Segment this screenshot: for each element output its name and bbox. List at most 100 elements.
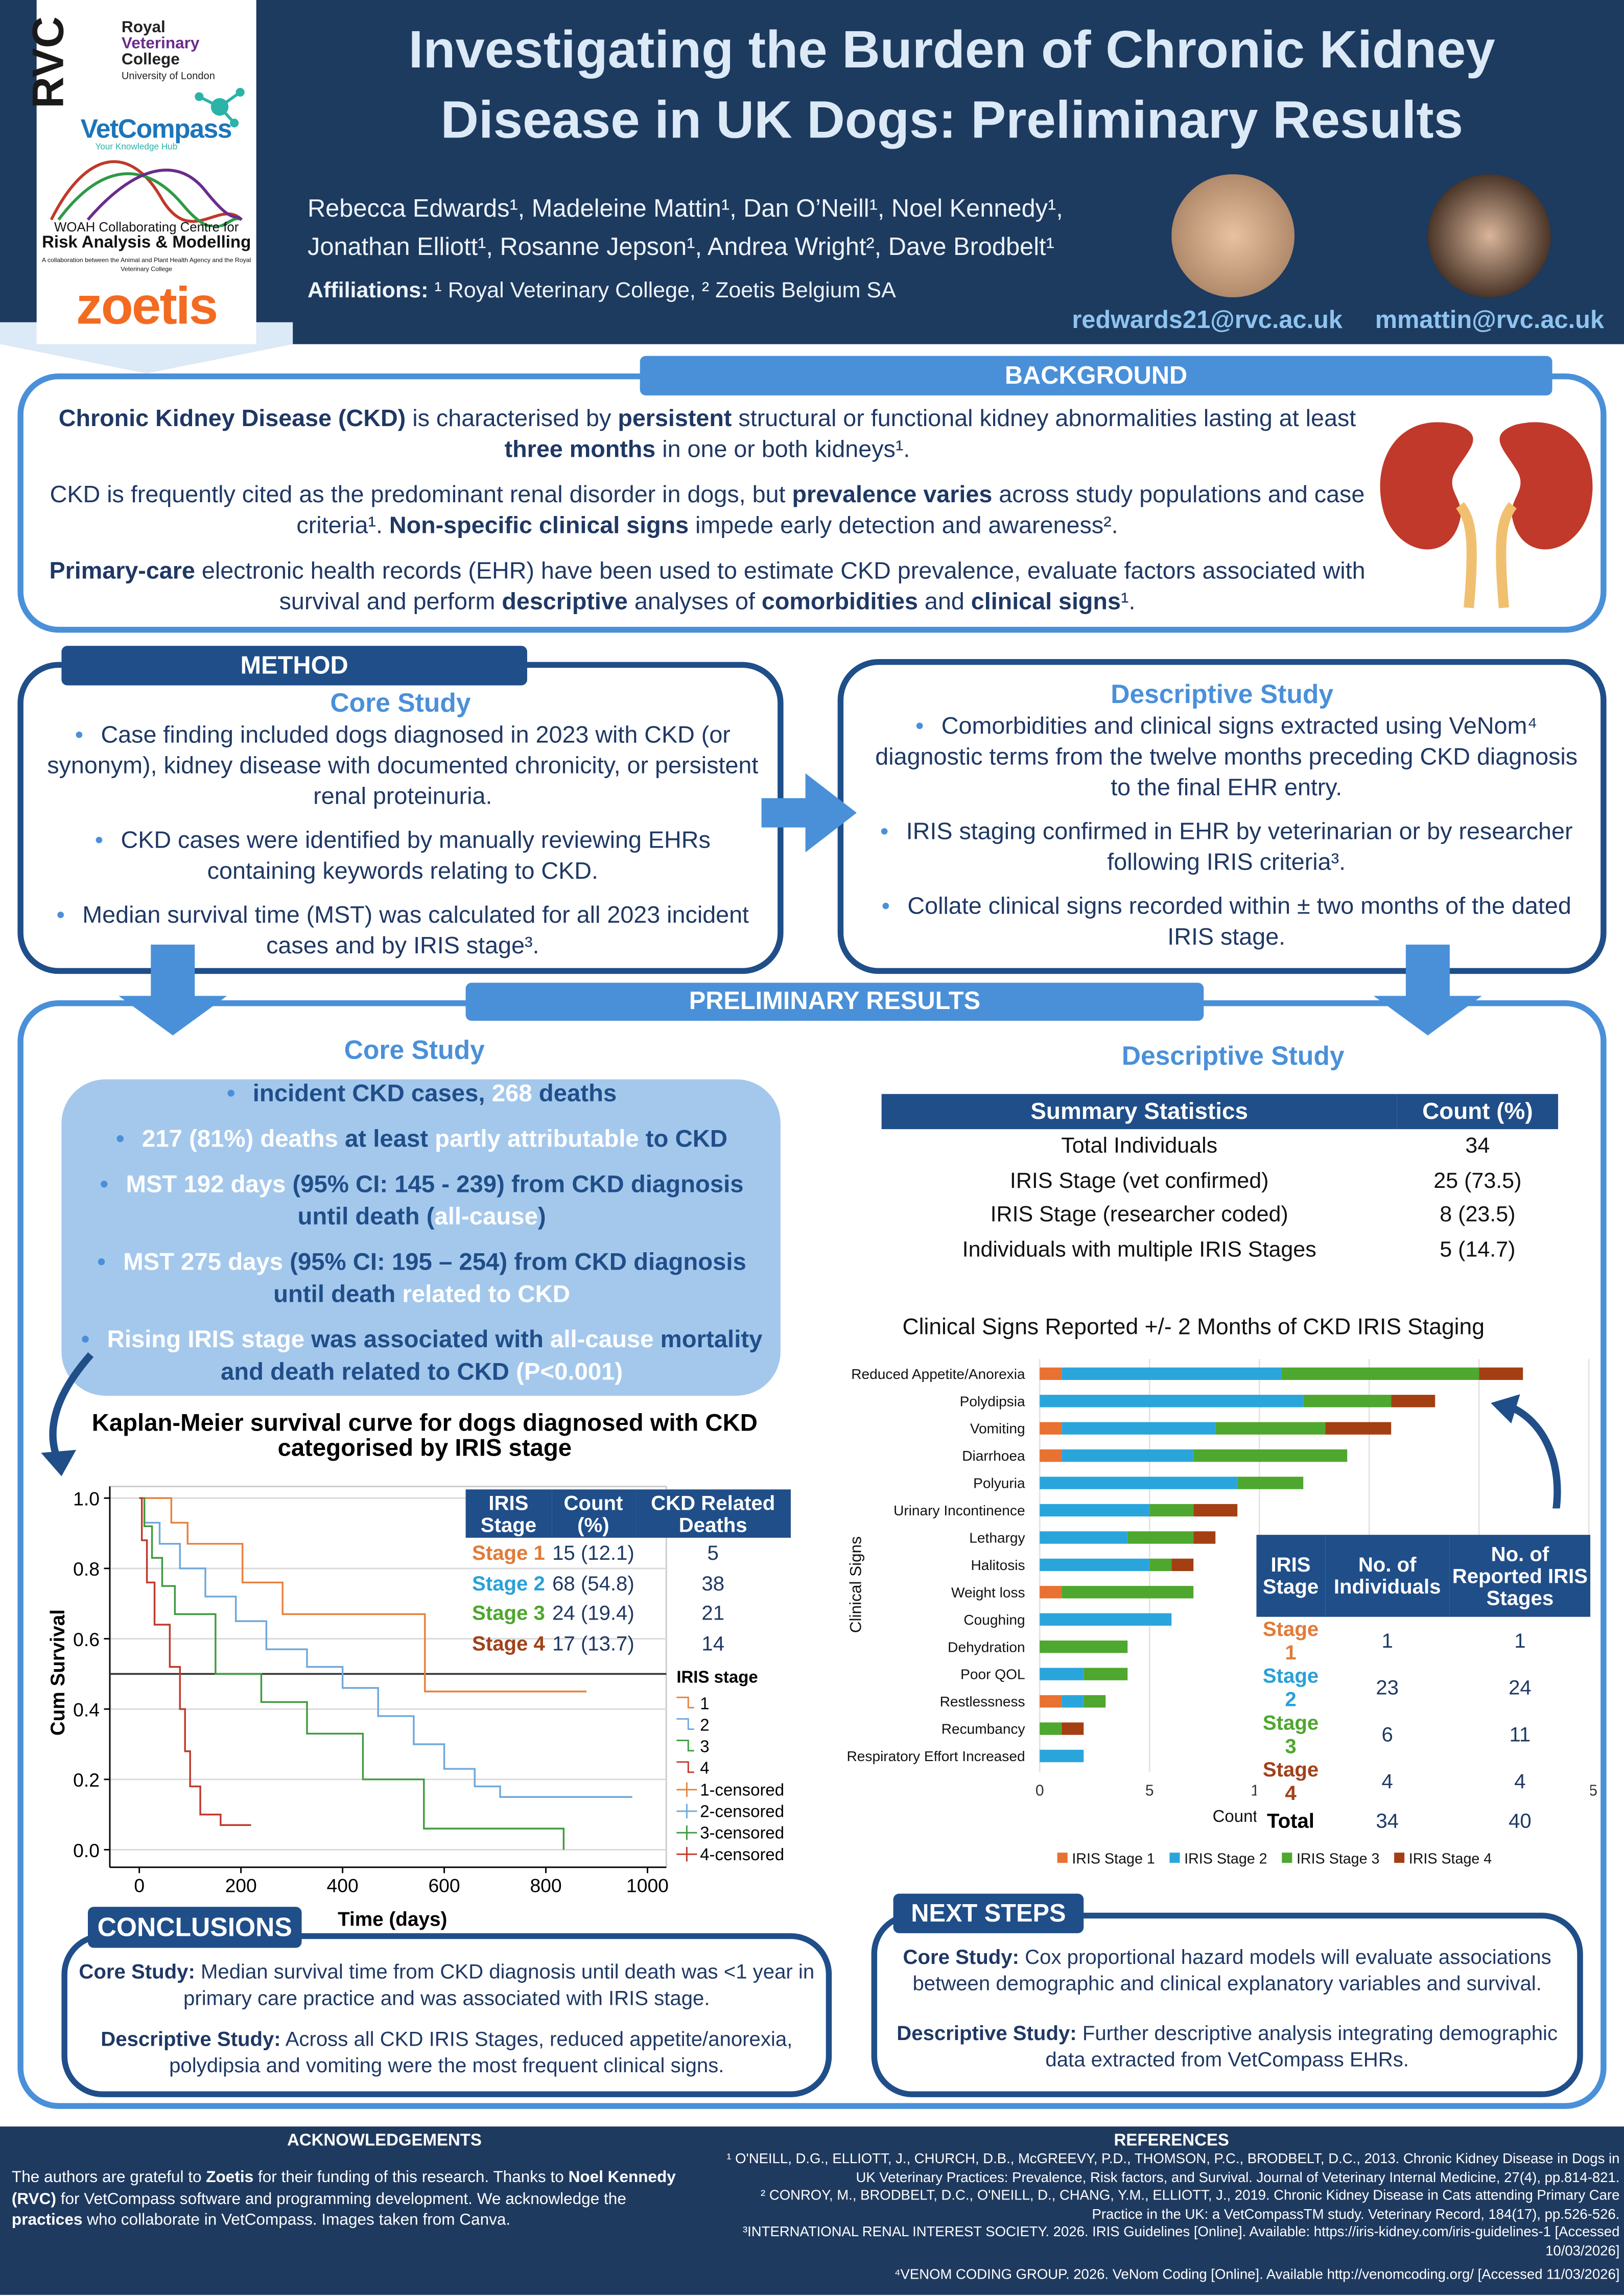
table-cell: IRIS Stage (researcher coded) <box>990 1203 1288 1228</box>
background-text: Chronic Kidney Disease (CKD) is characte… <box>32 404 1382 632</box>
text-run: persistent <box>618 406 732 432</box>
text-run: descriptive <box>502 589 628 615</box>
vetcompass-tagline: Your Knowledge Hub <box>95 143 178 153</box>
affiliations-label: Affiliations: <box>307 278 429 303</box>
text-run: 217 (81%) deaths <box>142 1126 338 1153</box>
photos <box>1171 174 1551 297</box>
x-tick-label: 0 <box>1035 1782 1044 1799</box>
legend-label: 3 <box>700 1737 709 1756</box>
legend-label: IRIS Stage 4 <box>1409 1851 1492 1867</box>
text-run: across study populations and case criter… <box>296 482 1365 539</box>
text-run: partly attributable <box>435 1126 639 1153</box>
y-tick-label: Polyuria <box>973 1475 1025 1491</box>
text-run: Descriptive Study: <box>897 2021 1077 2045</box>
text-run: all-cause <box>434 1204 538 1230</box>
bar-segment <box>1391 1395 1435 1408</box>
header-row: IRIS Stage Count (%) CKD Related Deaths <box>465 1489 791 1538</box>
x-tick-label: 400 <box>327 1875 359 1896</box>
author-photo <box>1427 174 1551 297</box>
table-cell: 21 <box>701 1601 725 1625</box>
bar-segment <box>1040 1641 1128 1653</box>
kidney-illustration <box>1380 422 1593 608</box>
text-run: (95% CI: 195 – 254) from CKD diagnosis u… <box>273 1249 746 1308</box>
bullet: Case finding included dogs diagnosed in … <box>44 720 762 813</box>
legend-swatch <box>676 1782 697 1797</box>
reference: ³INTERNATIONAL RENAL INTEREST SOCIETY. 2… <box>743 2225 1620 2260</box>
decoration <box>1373 944 1482 1036</box>
bullet: Comorbidities and clinical signs extract… <box>872 712 1582 804</box>
decoration <box>1507 1402 1561 1509</box>
section-title: PRELIMINARY RESULTS <box>465 982 1204 1021</box>
text-run: Zoetis <box>206 2169 254 2187</box>
text-run: (P<0.001) <box>516 1359 623 1386</box>
x-tick-label: 1000 <box>626 1875 669 1896</box>
y-tick-label: 0.4 <box>73 1699 100 1721</box>
legend-label: 4-censored <box>700 1845 784 1864</box>
table-cell: Stage 2 <box>472 1571 545 1595</box>
table-cell: 24 (19.4) <box>552 1601 634 1625</box>
text-run: practices <box>11 2211 83 2229</box>
table-cell: Stage 1 <box>472 1541 545 1565</box>
legend-label: 4 <box>700 1759 709 1777</box>
table: Summary Statistics Count (%) Total Individ… <box>881 1094 1559 1267</box>
chart-title: Kaplan-Meier survival curve for dogs dia… <box>92 1410 758 1462</box>
text-run: for VetCompass software and programming … <box>56 2190 626 2208</box>
x-tick-label: 200 <box>225 1875 257 1896</box>
reference: ⁴VENOM CODING GROUP. 2026. VeNom Coding … <box>894 2266 1620 2283</box>
reference: ² CONROY, M., BRODBELT, D.C., O'NEILL, D… <box>761 2188 1620 2223</box>
bar-segment <box>1237 1477 1304 1489</box>
y-tick-label: 0.0 <box>73 1840 100 1861</box>
km-chart: Kaplan-Meier survival curve for dogs dia… <box>47 1410 784 1931</box>
bar-segment <box>1040 1395 1304 1408</box>
decoration <box>1455 502 1477 608</box>
header-cell: No. of Reported IRIS Stages <box>1449 1535 1591 1617</box>
legend-label: IRIS Stage 3 <box>1297 1851 1379 1867</box>
text-run: Across all CKD IRIS Stages, reduced appe… <box>169 2027 793 2077</box>
bar-segment <box>1062 1722 1084 1735</box>
legend-swatch <box>676 1825 697 1840</box>
decoration <box>1496 502 1517 608</box>
reference: ¹ O'NEILL, D.G., ELLIOTT, J., CHURCH, D.… <box>726 2151 1620 2186</box>
author-photo <box>1171 174 1295 297</box>
text-run: Core Study: <box>79 1959 195 1983</box>
table-row: Stage 2 23 24 <box>1256 1664 1590 1711</box>
bullet: Median survival time (MST) was calculate… <box>44 901 762 962</box>
table-cell: Stage 4 <box>1262 1757 1319 1805</box>
decoration <box>57 172 243 227</box>
conclusions-box <box>61 1933 832 2097</box>
rvc-line: College <box>121 51 180 69</box>
woah-line: Risk Analysis & Modelling <box>42 234 251 252</box>
text-run: CKD is frequently cited as the predomina… <box>50 482 792 508</box>
bullet: MST 192 days (95% CI: 145 - 239) from CK… <box>76 1169 767 1233</box>
x-axis-label: Time (days) <box>338 1909 447 1931</box>
y-tick-label: Coughing <box>963 1612 1025 1628</box>
decoration <box>1491 1394 1520 1424</box>
y-tick-label: Reduced Appetite/Anorexia <box>851 1366 1025 1382</box>
table-cell: Total <box>1267 1808 1314 1832</box>
bullet: Collate clinical signs recorded within ±… <box>872 892 1582 953</box>
text-run: was associated with <box>304 1327 551 1353</box>
survival-curve <box>139 1497 251 1826</box>
legend-swatch <box>676 1696 694 1708</box>
header-row: Summary Statistics Count (%) <box>881 1094 1559 1130</box>
bullet: incident CKD cases, 268 deaths <box>76 1078 767 1110</box>
text-run: Cox proportional hazard models will eval… <box>912 1944 1551 1995</box>
legend-swatch <box>1282 1853 1292 1863</box>
bar-segment <box>1084 1695 1106 1708</box>
legend-swatch <box>676 1740 694 1752</box>
decoration <box>1380 422 1473 550</box>
legend-label: 3-censored <box>700 1823 784 1842</box>
paragraph: Descriptive Study: Across all CKD IRIS S… <box>76 2025 817 2078</box>
text-run: structural or functional kidney abnormal… <box>732 406 1356 432</box>
text-run: MST 192 days <box>126 1172 286 1198</box>
legend-label: IRIS Stage 2 <box>1184 1851 1267 1867</box>
background-box <box>17 373 1607 633</box>
bar-segment <box>1040 1668 1084 1680</box>
table-cell: 15 (12.1) <box>552 1541 634 1565</box>
email: mmattin@rvc.ac.uk <box>1375 306 1605 334</box>
bar-chart: Clinical Signs Reported +/- 2 Months of … <box>846 1314 1597 1867</box>
bar-segment <box>1062 1422 1216 1435</box>
header-cell: Count (%) <box>1397 1094 1559 1130</box>
bar-segment <box>1127 1531 1194 1544</box>
header-cell: IRIS Stage <box>1256 1535 1325 1617</box>
